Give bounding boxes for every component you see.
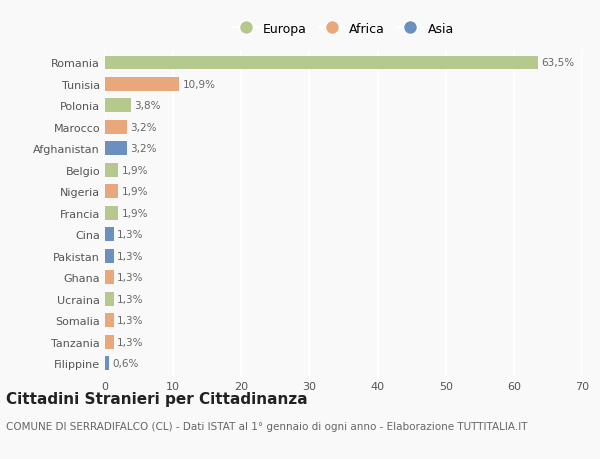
Text: 3,8%: 3,8% — [134, 101, 161, 111]
Text: 1,3%: 1,3% — [117, 230, 144, 240]
Text: 10,9%: 10,9% — [182, 80, 215, 90]
Bar — [105, 228, 114, 242]
Bar — [105, 357, 109, 370]
Text: 1,3%: 1,3% — [117, 252, 144, 261]
Text: Cittadini Stranieri per Cittadinanza: Cittadini Stranieri per Cittadinanza — [6, 391, 308, 406]
Bar — [105, 292, 114, 306]
Bar — [105, 78, 179, 92]
Text: 1,9%: 1,9% — [121, 166, 148, 175]
Bar — [105, 335, 114, 349]
Text: 63,5%: 63,5% — [541, 58, 574, 68]
Bar — [105, 121, 127, 134]
Bar — [105, 185, 118, 199]
Text: 1,3%: 1,3% — [117, 316, 144, 325]
Text: COMUNE DI SERRADIFALCO (CL) - Dati ISTAT al 1° gennaio di ogni anno - Elaborazio: COMUNE DI SERRADIFALCO (CL) - Dati ISTAT… — [6, 421, 527, 431]
Bar — [105, 271, 114, 285]
Bar — [105, 163, 118, 178]
Bar — [105, 56, 538, 70]
Bar — [105, 207, 118, 220]
Text: 3,2%: 3,2% — [130, 123, 157, 133]
Legend: Europa, Africa, Asia: Europa, Africa, Asia — [228, 17, 459, 40]
Text: 1,9%: 1,9% — [121, 208, 148, 218]
Text: 0,6%: 0,6% — [112, 358, 139, 369]
Bar — [105, 99, 131, 113]
Text: 1,3%: 1,3% — [117, 337, 144, 347]
Text: 1,3%: 1,3% — [117, 294, 144, 304]
Text: 1,9%: 1,9% — [121, 187, 148, 197]
Text: 3,2%: 3,2% — [130, 144, 157, 154]
Bar — [105, 249, 114, 263]
Text: 1,3%: 1,3% — [117, 273, 144, 283]
Bar — [105, 313, 114, 328]
Bar — [105, 142, 127, 156]
